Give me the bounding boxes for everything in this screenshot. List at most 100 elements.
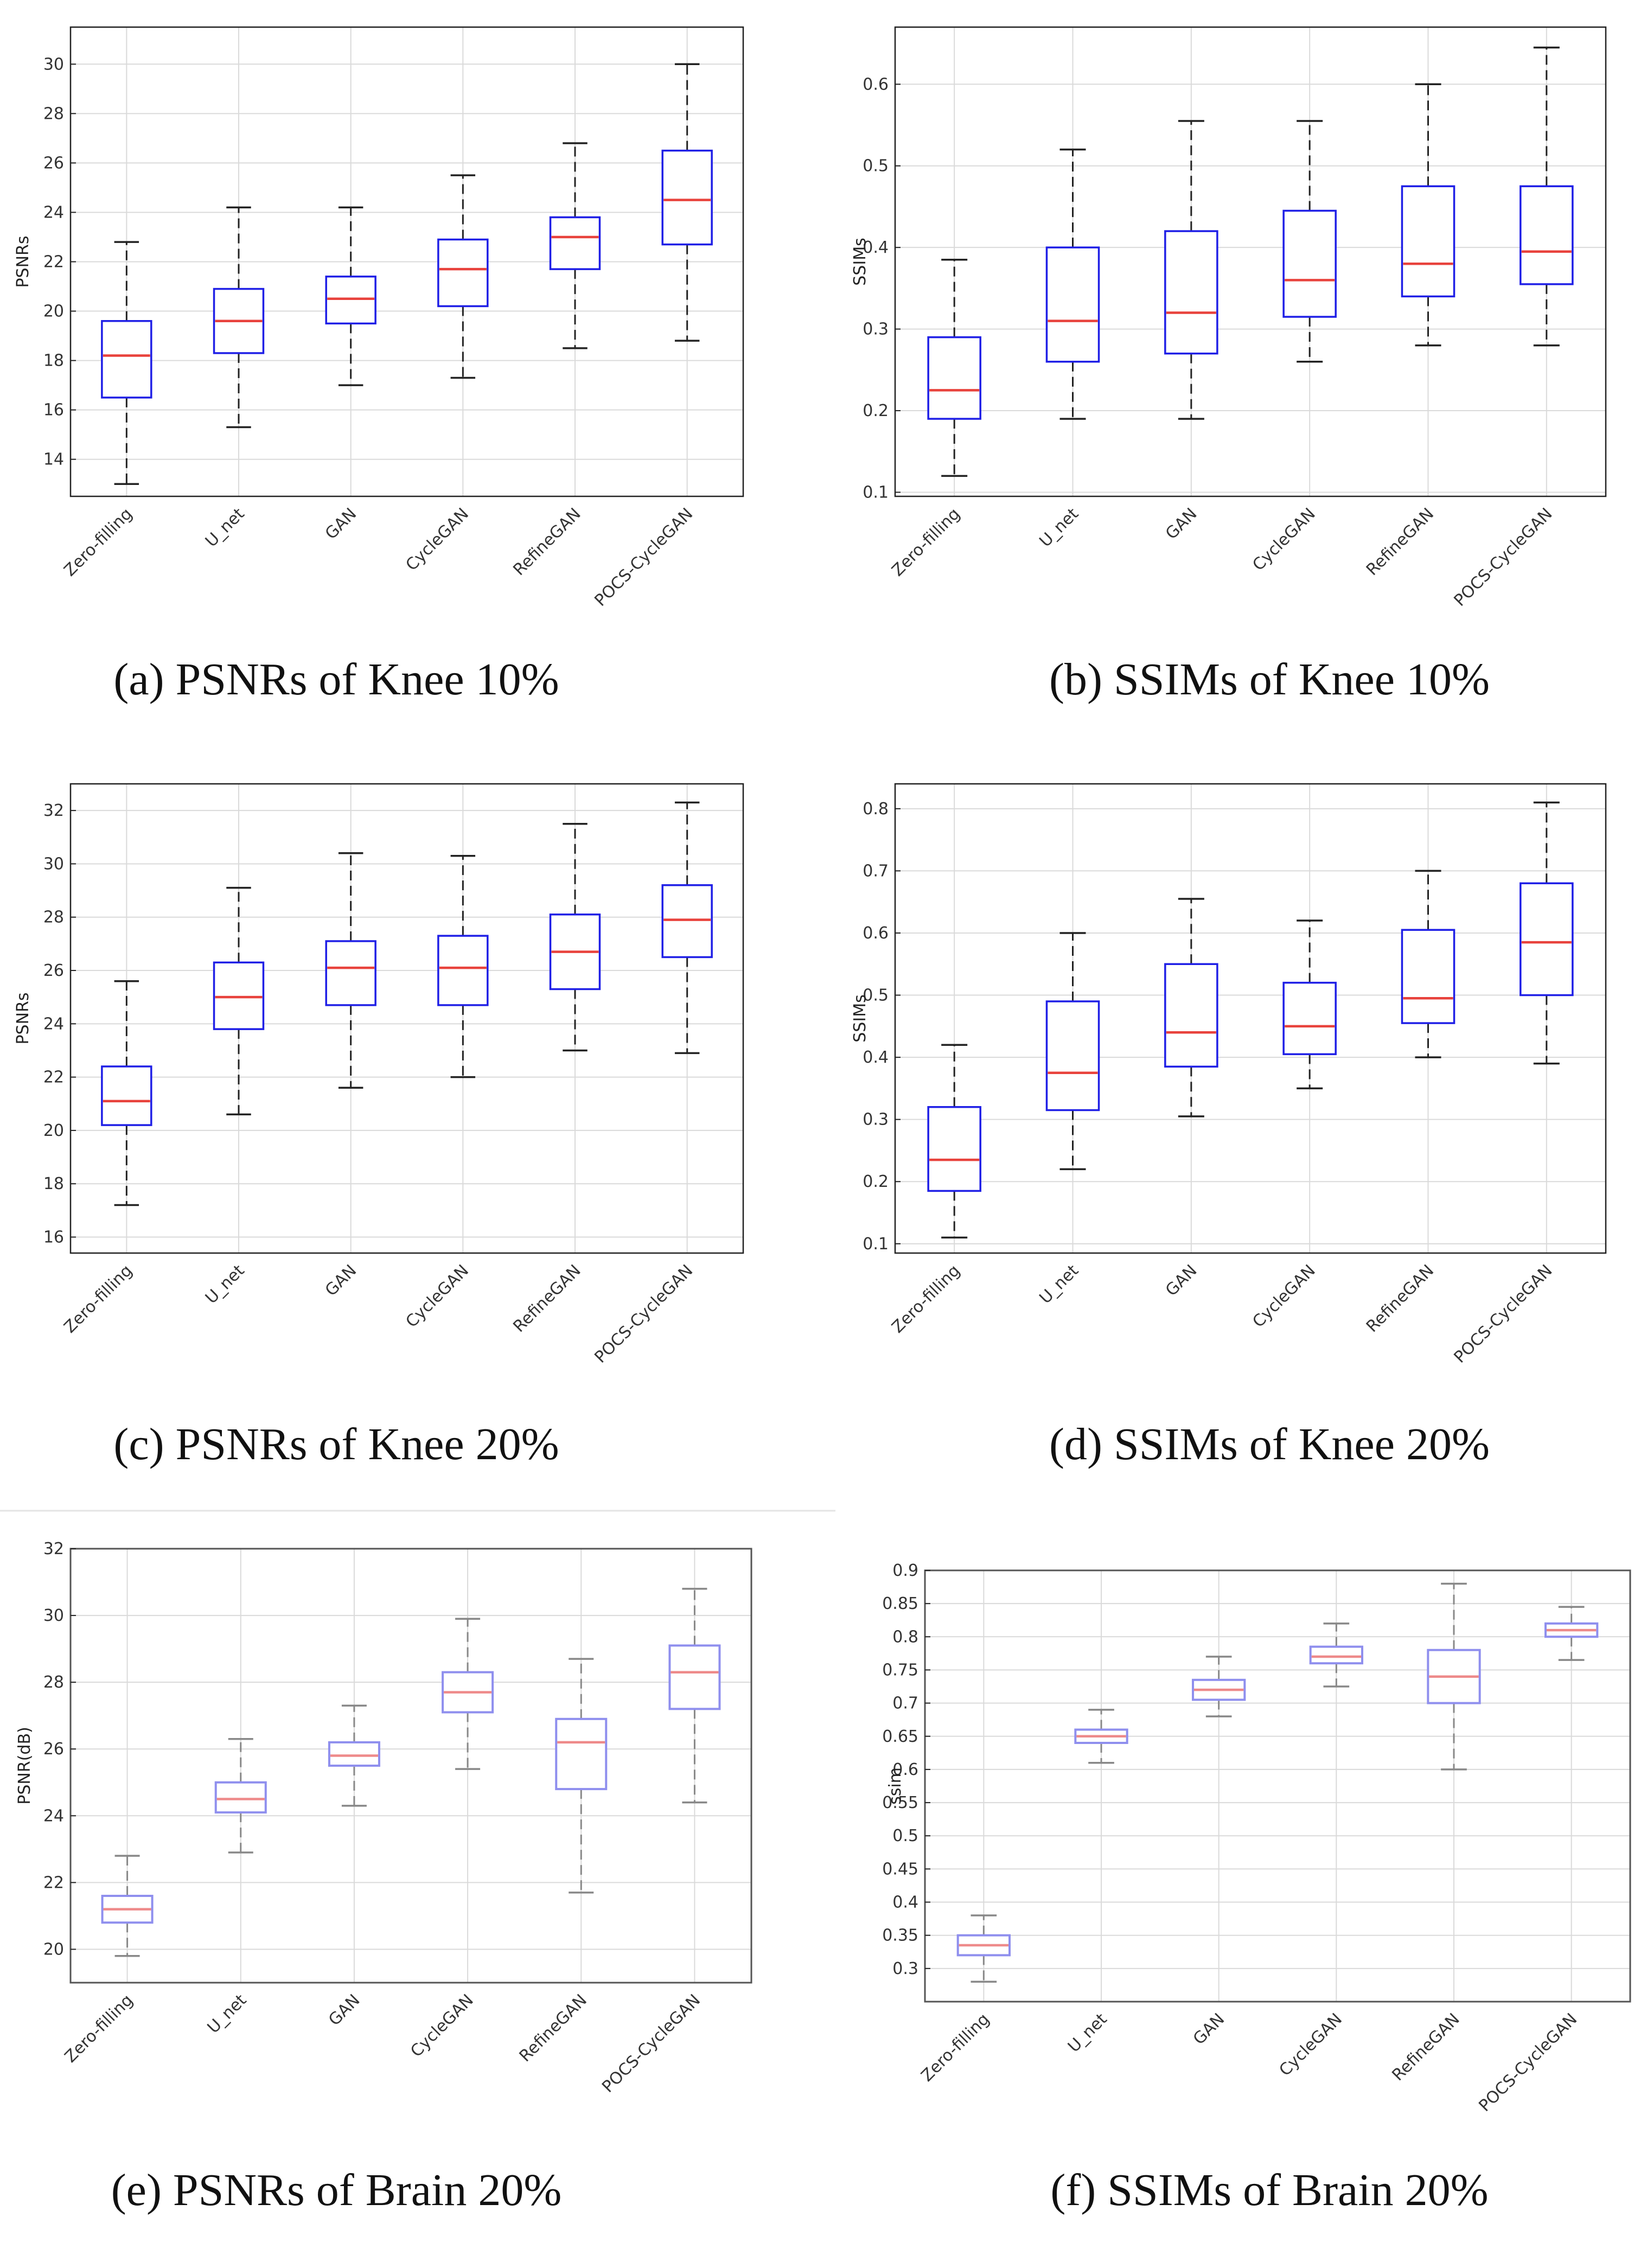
axes-frame xyxy=(69,1548,752,1984)
iqr-box xyxy=(328,1741,380,1767)
box-refinegan xyxy=(555,1658,608,1894)
iqr-box xyxy=(1401,929,1456,1024)
y-tick-label: 0.9 xyxy=(892,1561,918,1580)
box-pocs-cyclegan xyxy=(1520,46,1574,347)
box-cyclegan xyxy=(437,854,489,1078)
iqr-box xyxy=(1045,246,1100,363)
y-axis-label: ssim xyxy=(886,1767,905,1805)
box-u-net xyxy=(213,206,265,429)
iqr-box xyxy=(1520,882,1574,996)
y-tick-label: 32 xyxy=(43,801,64,820)
y-axis-label: PSNR(dB) xyxy=(15,1727,34,1804)
iqr-box xyxy=(325,940,376,1006)
y-tick-label: 0.55 xyxy=(882,1793,918,1812)
y-tick-label: 0.1 xyxy=(863,1235,889,1254)
y-tick-label: 0.3 xyxy=(863,1110,889,1129)
y-tick-label: 0.2 xyxy=(863,1172,889,1191)
iqr-box xyxy=(325,276,376,325)
y-tick-label: 0.5 xyxy=(892,1826,918,1845)
axes-frame xyxy=(924,1569,1631,2003)
y-axis-label: SSIMs xyxy=(851,238,870,285)
y-tick-label: 0.65 xyxy=(882,1727,918,1746)
y-tick-label: 0.6 xyxy=(892,1760,918,1779)
iqr-box xyxy=(668,1644,721,1710)
y-tick-label: 14 xyxy=(43,450,64,469)
box-gan xyxy=(1164,120,1218,420)
panel-caption: (e) PSNRs of Brain 20% xyxy=(111,2165,562,2215)
iqr-box xyxy=(927,336,981,420)
panel-caption: (b) SSIMs of Knee 10% xyxy=(1049,654,1490,705)
y-tick-label: 22 xyxy=(43,1068,64,1087)
box-cyclegan xyxy=(1309,1622,1364,1688)
y-tick-label: 16 xyxy=(43,401,64,420)
panel-caption: (d) SSIMs of Knee 20% xyxy=(1049,1419,1490,1470)
y-tick-label: 0.5 xyxy=(863,986,889,1005)
y-tick-label: 0.7 xyxy=(863,861,889,880)
y-axis-label: PSNRs xyxy=(14,992,33,1044)
y-tick-label: 22 xyxy=(43,1873,64,1892)
iqr-box xyxy=(101,1065,152,1126)
box-cyclegan xyxy=(442,1618,494,1770)
y-tick-label: 0.7 xyxy=(892,1694,918,1713)
box-gan xyxy=(325,852,376,1089)
box-pocs-cyclegan xyxy=(1544,1606,1599,1661)
box-refinegan xyxy=(549,142,601,349)
iqr-box xyxy=(1164,963,1218,1068)
y-tick-label: 28 xyxy=(43,908,64,927)
y-tick-label: 0.8 xyxy=(863,800,889,819)
box-refinegan xyxy=(1401,870,1456,1058)
iqr-box xyxy=(1401,185,1456,298)
y-tick-label: 26 xyxy=(43,154,64,173)
iqr-box xyxy=(661,884,713,959)
y-tick-label: 0.6 xyxy=(863,924,889,943)
box-u-net xyxy=(213,886,265,1116)
iqr-box xyxy=(213,961,265,1030)
y-tick-label: 0.3 xyxy=(863,320,889,339)
axes-frame xyxy=(894,783,1607,1254)
iqr-box xyxy=(101,320,152,399)
y-tick-label: 16 xyxy=(43,1228,64,1247)
box-cyclegan xyxy=(1282,120,1337,363)
y-tick-label: 26 xyxy=(43,1740,64,1759)
iqr-box xyxy=(214,1781,267,1814)
iqr-box xyxy=(661,149,713,246)
box-refinegan xyxy=(1427,1582,1481,1771)
y-tick-label: 0.5 xyxy=(863,157,889,176)
box-zero-filling xyxy=(101,1855,154,1957)
y-tick-label: 0.75 xyxy=(882,1660,918,1679)
box-gan xyxy=(1192,1656,1246,1717)
y-tick-label: 0.85 xyxy=(882,1594,918,1613)
box-zero-filling xyxy=(101,241,152,485)
y-tick-label: 24 xyxy=(43,1806,64,1825)
chart-panel-f: 0.3 0.35 0.4 0.45 0.5 0.55 0.6 0.65 0.7 0.75 0.8 0.… xyxy=(882,1561,1631,2116)
box-pocs-cyclegan xyxy=(661,801,713,1055)
iqr-box xyxy=(1164,230,1218,355)
iqr-box xyxy=(1520,185,1574,285)
iqr-box xyxy=(437,935,489,1006)
box-u-net xyxy=(214,1738,267,1854)
axes-frame xyxy=(894,26,1607,497)
iqr-box xyxy=(1282,209,1337,318)
y-tick-label: 0.6 xyxy=(863,75,889,94)
box-cyclegan xyxy=(437,174,489,379)
box-cyclegan xyxy=(1282,919,1337,1090)
y-tick-label: 30 xyxy=(43,55,64,74)
panel-caption: (a) PSNRs of Knee 10% xyxy=(113,654,559,705)
axes-frame xyxy=(69,783,744,1254)
y-tick-label: 0.35 xyxy=(882,1926,918,1945)
iqr-box xyxy=(555,1717,608,1791)
box-u-net xyxy=(1074,1709,1128,1764)
box-u-net xyxy=(1045,148,1100,420)
box-gan xyxy=(325,206,376,386)
y-tick-label: 20 xyxy=(43,302,64,321)
y-tick-label: 28 xyxy=(43,104,64,123)
box-pocs-cyclegan xyxy=(661,63,713,342)
y-tick-label: 32 xyxy=(43,1539,64,1558)
iqr-box xyxy=(1309,1645,1364,1665)
y-tick-label: 0.1 xyxy=(863,483,889,502)
box-u-net xyxy=(1045,932,1100,1171)
y-axis-label: PSNRs xyxy=(14,235,33,288)
y-tick-label: 0.8 xyxy=(892,1627,918,1646)
